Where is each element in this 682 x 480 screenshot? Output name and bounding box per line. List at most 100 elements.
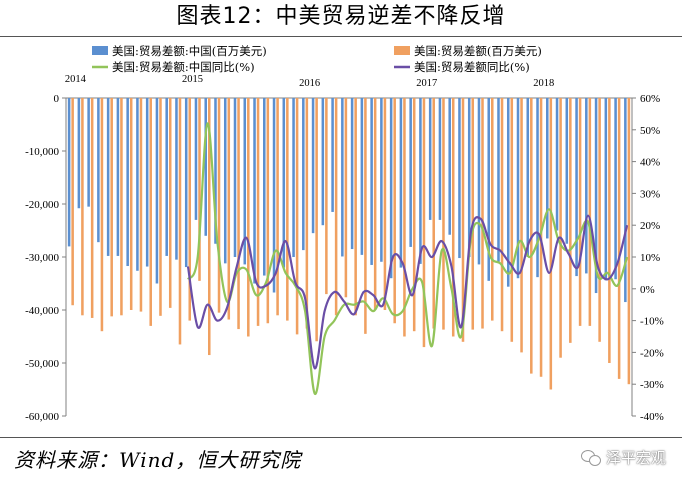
bar-china-deficit <box>331 98 334 212</box>
right-axis-tick-label: 30% <box>640 188 660 200</box>
bar-china-deficit <box>458 98 461 259</box>
wechat-icon <box>580 449 601 466</box>
bar-total-deficit <box>373 98 377 310</box>
legend-label: 美国:贸易差额:中国同比(%) <box>112 60 255 74</box>
bar-total-deficit <box>266 98 270 324</box>
left-axis-tick-label: -30,000 <box>25 252 59 264</box>
watermark: 泽平宏观 <box>580 447 666 468</box>
bar-china-deficit <box>311 98 315 234</box>
right-axis-tick-label: 20% <box>640 220 660 232</box>
bar-total-deficit <box>247 98 250 337</box>
bar-total-deficit <box>510 98 514 342</box>
bar-china-deficit <box>350 98 354 250</box>
bar-total-deficit <box>295 98 299 335</box>
bar-total-deficit <box>491 98 494 321</box>
left-axis-tick-label: -40,000 <box>25 305 59 317</box>
bar-total-deficit <box>578 98 582 326</box>
bar-total-deficit <box>461 98 465 342</box>
bar-china-deficit <box>624 98 627 303</box>
left-axis-tick-label: -50,000 <box>25 358 59 370</box>
source-note: 资料来源：Wind，恒大研究院 <box>14 448 302 472</box>
legend-label: 美国:贸易差额(百万美元) <box>414 44 542 58</box>
bar-china-deficit <box>175 98 178 260</box>
bar-china-deficit <box>428 98 432 220</box>
bar-china-deficit <box>526 98 530 257</box>
right-axis-tick-label: -20% <box>640 347 664 359</box>
left-axis-tick-label: 0 <box>54 93 60 105</box>
bar-total-deficit <box>471 98 475 330</box>
right-axis-tick-label: -10% <box>640 316 664 328</box>
bar-china-deficit <box>204 98 207 236</box>
bar-china-deficit <box>155 98 159 284</box>
bar-china-deficit <box>253 98 256 284</box>
bar-total-deficit <box>608 98 611 363</box>
bar-china-deficit <box>477 98 481 265</box>
left-axis-tick-label: -10,000 <box>25 146 59 158</box>
bar-china-deficit <box>292 98 295 257</box>
bar-total-deficit <box>276 98 279 316</box>
bar-china-deficit <box>341 98 344 257</box>
bar-total-deficit <box>432 98 435 329</box>
legend: 美国:贸易差额:中国(百万美元) 美国:贸易差额(百万美元) 美国:贸易差额:中国同… <box>92 44 542 74</box>
bar-total-deficit <box>139 98 143 312</box>
bar-total-deficit <box>159 98 162 316</box>
bar-total-deficit <box>168 98 172 308</box>
bar-china-deficit <box>555 98 559 231</box>
legend-label: 美国:贸易差额:中国(百万美元) <box>112 44 267 58</box>
legend-swatch <box>394 46 410 55</box>
year-label: 2017 <box>416 78 437 89</box>
bar-total-deficit <box>237 98 240 330</box>
bar-china-deficit <box>67 98 71 247</box>
bar-total-deficit <box>559 98 562 358</box>
right-axis-tick-label: 50% <box>640 125 660 137</box>
bar-total-deficit <box>198 98 201 281</box>
bar-china-deficit <box>97 98 100 243</box>
line-china-yoy <box>186 122 629 395</box>
legend-swatch <box>92 46 108 55</box>
bar-china-deficit <box>594 98 598 294</box>
bar-china-deficit <box>223 98 227 264</box>
bar-total-deficit <box>412 98 416 332</box>
bar-china-deficit <box>145 98 149 267</box>
bar-china-deficit <box>87 98 90 207</box>
bar-total-deficit <box>442 98 445 330</box>
bar-china-deficit <box>516 98 520 279</box>
bar-china-deficit <box>214 98 217 244</box>
year-label: 2014 <box>65 74 87 85</box>
bar-total-deficit <box>627 98 631 385</box>
bar-total-deficit <box>286 98 289 321</box>
bar-total-deficit <box>422 98 426 348</box>
right-axis-tick-label: 40% <box>640 157 660 169</box>
bar-china-deficit <box>409 98 412 247</box>
bar-china-deficit <box>438 98 442 220</box>
title-divider <box>0 36 682 37</box>
bar-total-deficit <box>403 98 406 337</box>
bar-china-deficit <box>77 98 81 209</box>
watermark-text: 泽平宏观 <box>605 449 666 467</box>
bar-china-deficit <box>116 98 120 256</box>
left-axis-tick-label: -60,000 <box>25 411 59 423</box>
bar-china-deficit <box>360 98 364 255</box>
bar-total-deficit <box>110 98 113 317</box>
bars <box>67 98 631 390</box>
footer-divider <box>0 437 682 438</box>
bar-total-deficit <box>100 98 104 332</box>
bar-total-deficit <box>90 98 94 318</box>
line-total-yoy <box>186 214 629 370</box>
bar-china-deficit <box>321 98 325 226</box>
bar-total-deficit <box>393 98 396 324</box>
bar-total-deficit <box>120 98 123 316</box>
bar-china-deficit <box>536 98 539 278</box>
bar-total-deficit <box>305 98 309 329</box>
bar-total-deficit <box>71 98 74 306</box>
bar-total-deficit <box>81 98 84 316</box>
bar-china-deficit <box>565 98 569 244</box>
bar-china-deficit <box>263 98 266 276</box>
bar-china-deficit <box>106 98 110 256</box>
bar-china-deficit <box>399 98 403 268</box>
bar-china-deficit <box>302 98 305 251</box>
bar-total-deficit <box>520 98 523 353</box>
bar-china-deficit <box>506 98 510 287</box>
bar-china-deficit <box>604 98 608 281</box>
bar-total-deficit <box>549 98 553 390</box>
